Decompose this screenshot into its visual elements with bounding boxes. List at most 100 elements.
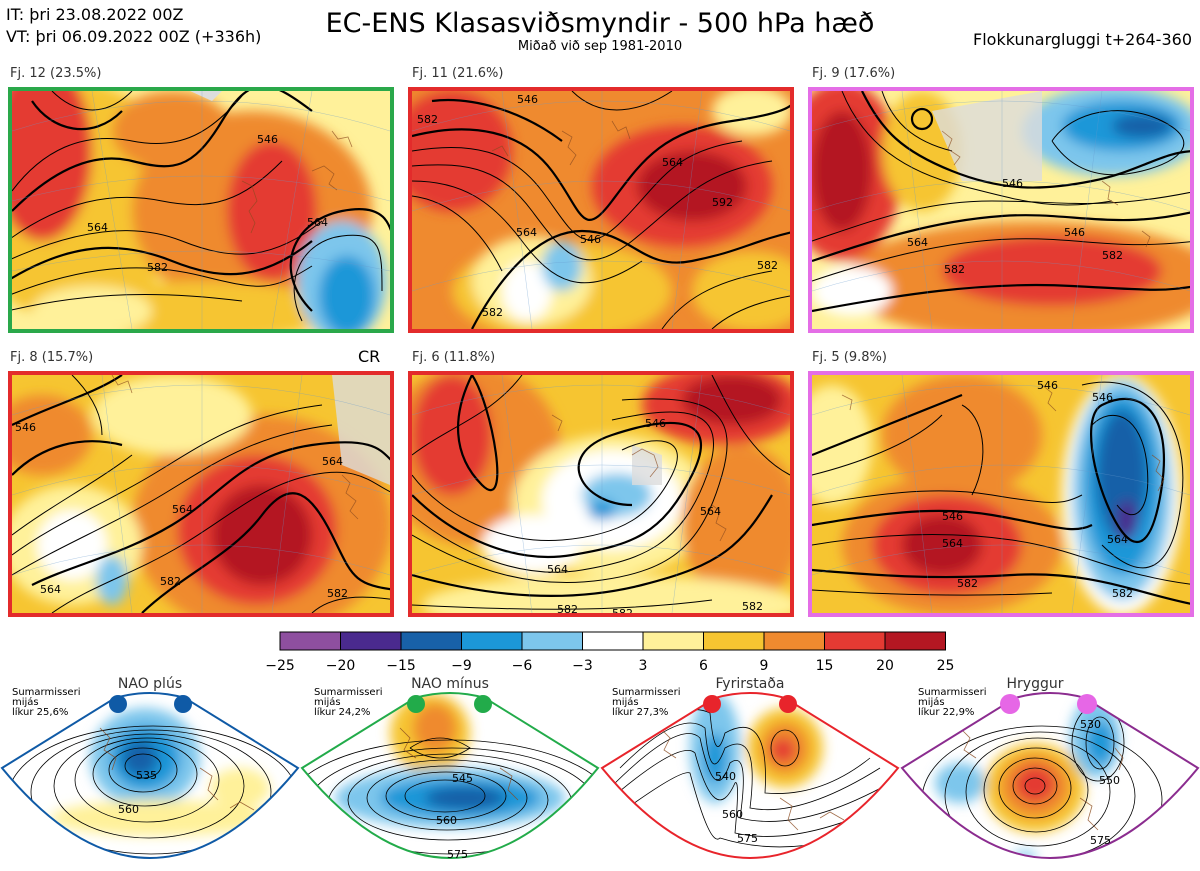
regime-title: Hryggur: [1006, 676, 1064, 692]
contour-label: 564: [40, 583, 61, 596]
cluster-map-panel: 546 564 564 582 582 582: [408, 371, 794, 617]
cluster-map-panel: 546 564 564 582: [8, 87, 394, 333]
contour-label: 564: [307, 216, 328, 229]
colorbar-tick-label: −9: [451, 658, 472, 674]
regime-map: 545 560 575: [300, 692, 600, 861]
contour-label: 582: [417, 113, 438, 126]
regime-title: Fyrirstaða: [715, 676, 785, 692]
panel-frame: [408, 87, 794, 333]
panel-frame: [808, 371, 1194, 617]
contour-label: 564: [1107, 533, 1128, 546]
contour-label: 582: [1102, 249, 1123, 262]
regime-map: 540 560 575: [600, 692, 900, 859]
contour-label: 564: [322, 455, 343, 468]
contour-label: 582: [482, 306, 503, 319]
colorbar-tick-label: 20: [876, 658, 894, 674]
contour-label: 546: [257, 133, 278, 146]
contour-label: 560: [722, 808, 743, 821]
regime-title: NAO plús: [117, 676, 183, 692]
cluster-map-panel: 546 564 564 582 546 582 592 582: [408, 87, 794, 333]
contour-label: 560: [118, 803, 139, 816]
regime-map: 530 550 575: [900, 692, 1200, 859]
contour-label: 546: [1037, 379, 1058, 392]
colorbar-swatch: [340, 631, 402, 651]
contour-label: 546: [517, 93, 538, 106]
colorbar-swatch: [400, 631, 462, 651]
contour-label: 564: [87, 221, 108, 234]
contour-label: 582: [612, 607, 633, 617]
regime-caption: Sumarmisseri mijás líkur 22,9%: [918, 687, 987, 718]
colorbar-swatch: [461, 631, 523, 651]
colorbar-tick-label: −15: [386, 658, 416, 674]
contour-label: 535: [136, 769, 157, 782]
colorbar-tick-label: 9: [760, 658, 769, 674]
cluster-marker: CR: [358, 347, 381, 366]
regime-map: 535 560: [0, 692, 300, 859]
regime-marker: [109, 695, 127, 713]
contour-label: 582: [327, 587, 348, 600]
colorbar-swatch: [884, 631, 946, 651]
regime-marker: [407, 695, 425, 713]
colorbar-swatch: [521, 631, 583, 651]
contour-label: 530: [1080, 718, 1101, 731]
regime-caption: Sumarmisseri mijás líkur 25,6%: [12, 687, 81, 718]
contour-label: 564: [942, 537, 963, 550]
colorbar-tick-label: 6: [699, 658, 708, 674]
colorbar-swatch: [824, 631, 886, 651]
contour-label: 582: [757, 259, 778, 272]
contour-label: 582: [557, 603, 578, 616]
contour-label: 545: [452, 772, 473, 785]
regime-marker: [474, 695, 492, 713]
page-subtitle: Miðað við sep 1981-2010: [517, 39, 683, 54]
colorbar-tick-label: 3: [639, 658, 648, 674]
initial-time-label: IT: þri 23.08.2022 00Z: [6, 5, 184, 24]
regime-frame: [0, 692, 300, 859]
colorbar-swatch: [703, 631, 765, 651]
colorbar-tick-label: −6: [512, 658, 533, 674]
regime-marker: [779, 695, 797, 713]
valid-time-label: VT: þri 06.09.2022 00Z (+336h): [6, 27, 262, 46]
colorbar-tick-label: −3: [572, 658, 593, 674]
colorbar-swatch: [763, 631, 825, 651]
page-title: EC-ENS Klasasviðsmyndir - 500 hPa hæð: [325, 8, 875, 39]
panel-label: Fj. 11 (21.6%): [412, 66, 504, 81]
colorbar-swatch: [279, 631, 341, 651]
contour-label: 564: [907, 236, 928, 249]
contour-label: 564: [172, 503, 193, 516]
regime-frame: [600, 692, 900, 859]
contour-label: 582: [944, 263, 965, 276]
contour-label: 546: [15, 421, 36, 434]
contour-label: 564: [547, 563, 568, 576]
contour-label: 550: [1099, 774, 1120, 787]
regime-marker: [703, 695, 721, 713]
regime-marker: [1000, 694, 1020, 714]
classification-window-label: Flokkunargluggi t+264-360: [973, 30, 1192, 49]
contour-label: 540: [715, 770, 736, 783]
panel-frame: [8, 87, 394, 333]
contour-label: 564: [662, 156, 683, 169]
contour-label: 582: [147, 261, 168, 274]
colorbar: −25 −20 −15 −9 −6 −3 3 6 9 15 20 25: [265, 631, 954, 674]
contour-label: 564: [700, 505, 721, 518]
colorbar-tick-label: 15: [816, 658, 834, 674]
colorbar-swatch: [642, 631, 704, 651]
contour-label: 564: [516, 226, 537, 239]
regime-caption: Sumarmisseri mijás líkur 24,2%: [314, 687, 383, 718]
panel-frame: [408, 371, 794, 617]
colorbar-tick-label: −25: [265, 658, 295, 674]
contour-label: 546: [645, 417, 666, 430]
regime-frame: [300, 692, 600, 859]
panel-label: Fj. 5 (9.8%): [812, 350, 887, 365]
contour-label: 575: [1090, 834, 1111, 847]
panel-label: Fj. 6 (11.8%): [412, 350, 496, 365]
contour-label: 575: [737, 832, 758, 845]
contour-label: 546: [1064, 226, 1085, 239]
contour-label: 560: [436, 814, 457, 827]
contour-label: 582: [1112, 587, 1133, 600]
regime-marker: [174, 695, 192, 713]
contour-label: 592: [712, 196, 733, 209]
contour-label: 546: [942, 510, 963, 523]
cluster-map-panel: 546 564 582 582 546: [808, 87, 1194, 333]
panel-label: Fj. 12 (23.5%): [10, 66, 102, 81]
contour-label: 546: [1002, 177, 1023, 190]
